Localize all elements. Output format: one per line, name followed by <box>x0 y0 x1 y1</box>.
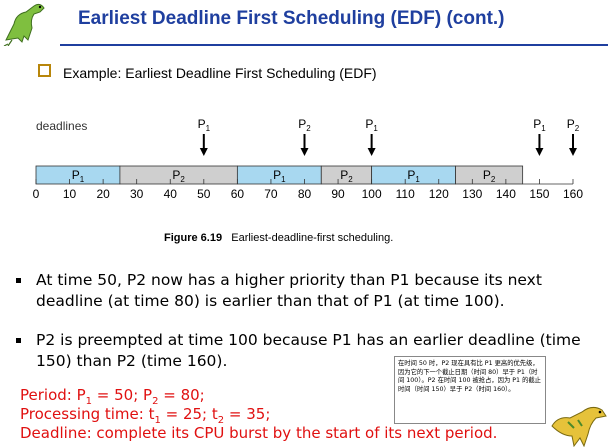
translation-note: 在时间 50 时，P2 现在具有比 P1 更高的优先级，因为它的下一个截止日期（… <box>394 356 546 424</box>
deadline-line: Deadline: complete its CPU burst by the … <box>20 424 498 442</box>
proc-prefix: Processing time: <box>20 405 149 423</box>
gantt-segment-label: P1 <box>273 168 286 184</box>
t1-sub: 1 <box>154 415 161 426</box>
example-text: Example: Earliest Deadline First Schedul… <box>63 65 377 81</box>
bullet-dot-icon <box>16 338 21 343</box>
bullet-text: At time 50, P2 now has a higher priority… <box>36 271 542 310</box>
tick-label: 40 <box>164 187 178 201</box>
period-line: Period: P1 = 50; P2 = 80; <box>20 386 205 407</box>
tick-label: 90 <box>331 187 345 201</box>
t2-sub: 2 <box>217 415 225 426</box>
gantt-segment-label: P1 <box>407 168 420 184</box>
example-heading: Example: Earliest Deadline First Schedul… <box>38 64 377 81</box>
tick-label: 60 <box>231 187 245 201</box>
deadline-arrow-label: P1 <box>533 117 546 133</box>
p1-value: = 50; <box>92 386 144 404</box>
bullet-item: P2 is preempted at time 100 because P1 h… <box>16 330 594 372</box>
page-title: Earliest Deadline First Scheduling (EDF)… <box>78 8 505 29</box>
bullet-dot-icon <box>16 278 21 283</box>
edf-timeline-figure: deadlines P1 P2 P1 P1 P2 P1 P2 P1 P2 P1 P2 0 10 20 3… <box>33 117 584 201</box>
deadline-arrow-label: P2 <box>567 117 580 133</box>
deadlines-label: deadlines <box>36 119 87 133</box>
p1-label: P <box>76 386 86 404</box>
period-prefix: Period: <box>20 386 77 404</box>
tick-label: 70 <box>264 187 278 201</box>
t2-label: t <box>211 405 218 423</box>
arrow-head-icon <box>535 148 544 156</box>
arrow-head-icon <box>300 148 309 156</box>
dinosaur-logo-icon <box>3 3 45 46</box>
deadline-arrow-label: P1 <box>198 117 211 133</box>
t1-label: t <box>148 405 155 423</box>
tick-label: 130 <box>462 187 482 201</box>
gantt-segment-label: P2 <box>172 168 185 184</box>
processing-line: Processing time: t1 = 25; t2 = 35; <box>20 405 270 426</box>
tick-label: 0 <box>33 187 40 201</box>
t1-value: = 25; <box>160 405 212 423</box>
tick-label: 50 <box>197 187 211 201</box>
arrow-head-icon <box>199 148 208 156</box>
deadline-arrow-label: P1 <box>365 117 378 133</box>
tick-label: 150 <box>529 187 549 201</box>
tick-label: 30 <box>130 187 144 201</box>
p2-value: = 80; <box>158 386 205 404</box>
bullet-item: At time 50, P2 now has a higher priority… <box>16 270 596 312</box>
gantt-segment-label: P2 <box>340 168 353 184</box>
bullet-text: P2 is preempted at time 100 because P1 h… <box>36 331 581 370</box>
arrow-head-icon <box>367 148 376 156</box>
title-divider <box>60 44 608 46</box>
tick-label: 20 <box>96 187 110 201</box>
bullet-box-icon <box>38 64 51 77</box>
p2-sub: 2 <box>152 396 159 407</box>
gantt-segment-label: P2 <box>483 168 496 184</box>
tick-label: 100 <box>362 187 382 201</box>
p1-sub: 1 <box>85 396 93 407</box>
tick-label: 10 <box>63 187 77 201</box>
tick-label: 140 <box>496 187 516 201</box>
figure-caption: Figure 6.19 Earliest-deadline-first sche… <box>164 232 393 244</box>
deadline-arrow-label: P2 <box>298 117 311 133</box>
t2-value: = 35; <box>224 405 271 423</box>
gantt-segment-label: P1 <box>72 168 85 184</box>
p2-label: P <box>143 386 153 404</box>
arrow-head-icon <box>569 148 577 156</box>
tick-label: 110 <box>396 187 415 201</box>
tick-label: 160 <box>563 187 583 201</box>
figure-number: Figure 6.19 <box>164 232 223 244</box>
tick-label: 120 <box>429 187 449 201</box>
dinosaur-mascot-icon <box>551 406 607 447</box>
figure-caption-text: Earliest-deadline-first scheduling. <box>231 232 394 244</box>
tick-label: 80 <box>298 187 312 201</box>
